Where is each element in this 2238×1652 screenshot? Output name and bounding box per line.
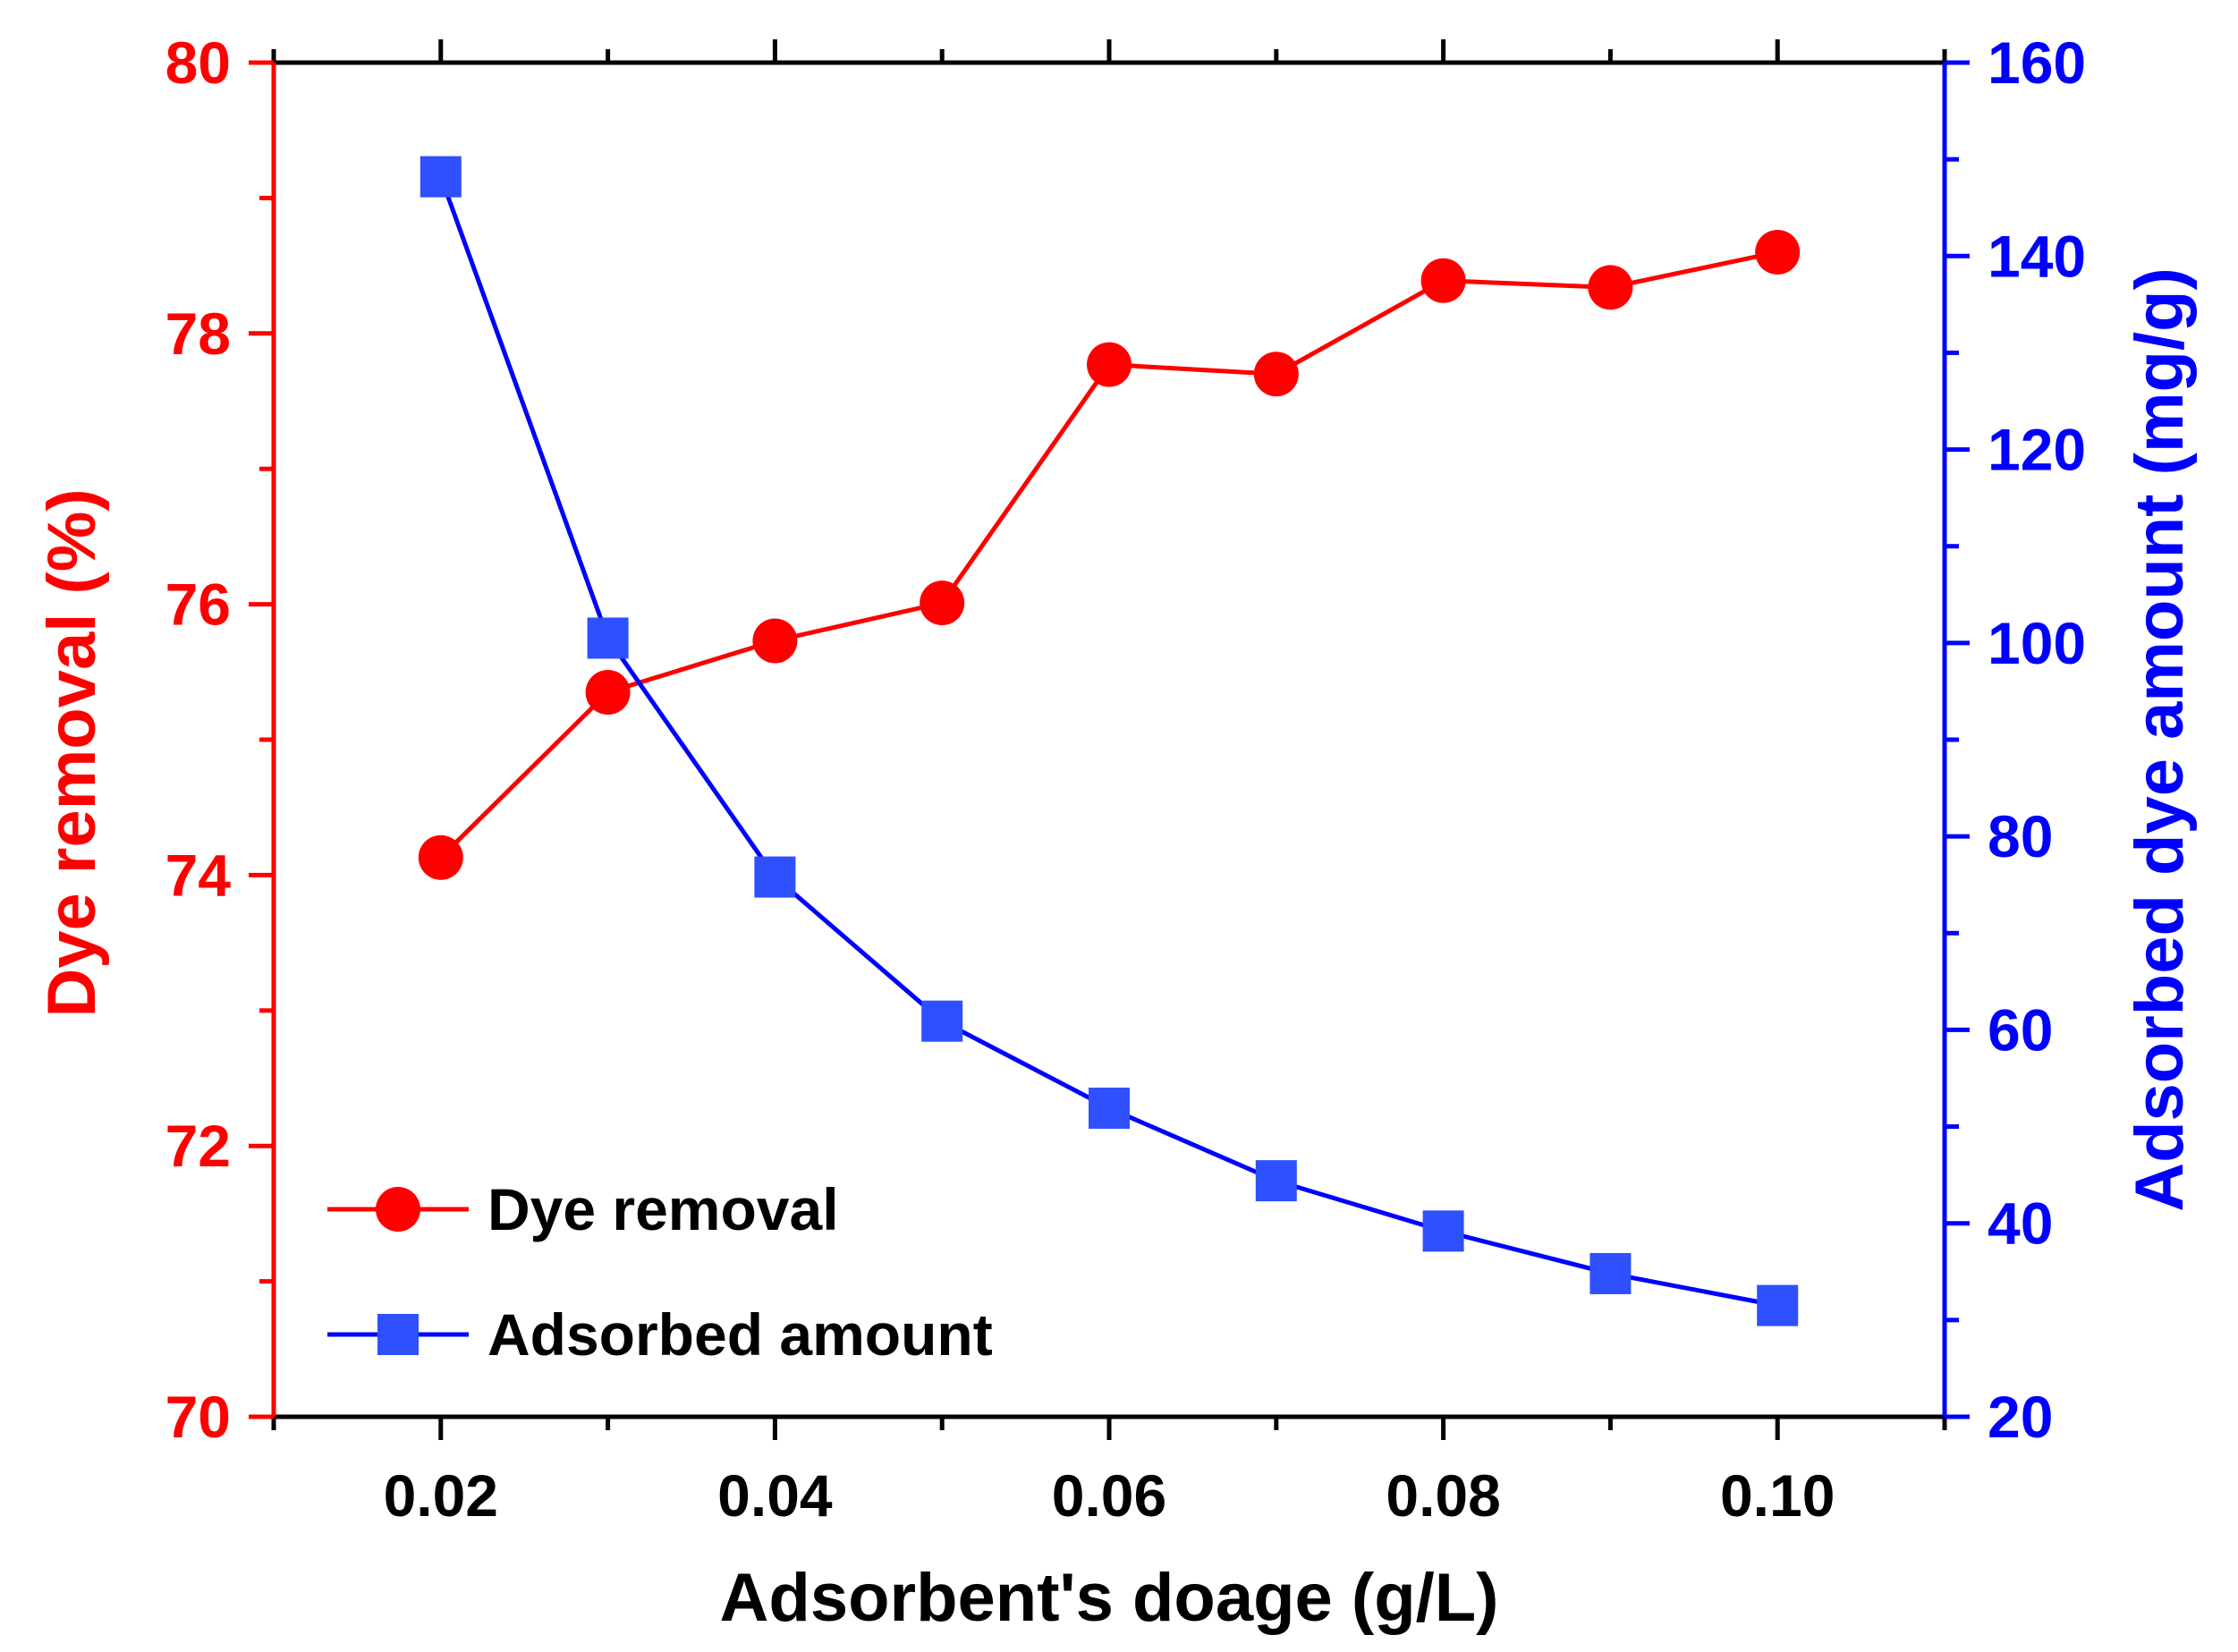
left-y-tick-label: 78	[165, 301, 231, 367]
right-y-tick-label: 60	[1988, 996, 2053, 1063]
x-tick-label: 0.06	[1052, 1462, 1166, 1529]
left-y-tick-label: 70	[165, 1384, 231, 1450]
right-y-tick-label: 100	[1988, 610, 2086, 676]
right-y-tick-label: 140	[1988, 223, 2086, 289]
adsorbed-amount-point	[754, 856, 796, 898]
x-axis-title: Adsorbent's doage (g/L)	[720, 1560, 1499, 1636]
dye-removal-point	[418, 834, 463, 880]
left-y-tick-label: 76	[165, 572, 231, 638]
right-y-axis-title: Adsorbed dye amount (mg/g)	[2122, 267, 2198, 1212]
x-tick-label: 0.02	[384, 1462, 498, 1529]
adsorbed-amount-point	[420, 156, 462, 198]
x-tick-label: 0.04	[717, 1462, 833, 1529]
dye-removal-point	[752, 618, 798, 664]
dye-removal-point	[1253, 352, 1299, 397]
legend-label: Adsorbed amount	[487, 1301, 993, 1368]
left-y-tick-label: 80	[165, 30, 231, 96]
left-y-axis-title: Dye removal (%)	[34, 488, 110, 1017]
legend-label: Dye removal	[487, 1176, 839, 1242]
adsorbed-amount-point	[1255, 1160, 1297, 1202]
dye-removal-point	[1087, 342, 1132, 387]
legend-square-marker	[377, 1314, 419, 1355]
right-y-tick-label: 20	[1988, 1384, 2053, 1450]
adsorbed-amount-point	[921, 1000, 963, 1042]
dye-removal-point	[1588, 265, 1633, 310]
dye-removal-point	[585, 670, 631, 716]
right-y-tick-label: 160	[1988, 30, 2086, 96]
adsorbed-amount-point	[1089, 1088, 1130, 1130]
x-tick-label: 0.08	[1386, 1462, 1500, 1529]
adsorbed-amount-point	[1422, 1210, 1464, 1252]
adsorbed-amount-point	[1757, 1284, 1799, 1326]
dye-removal-point	[1755, 229, 1801, 275]
adsorbed-amount-point	[587, 617, 629, 659]
dye-removal-point	[920, 580, 965, 626]
right-y-tick-label: 40	[1988, 1190, 2053, 1257]
legend-circle-marker	[376, 1187, 420, 1232]
dye-removal-point	[1420, 258, 1466, 303]
left-y-tick-label: 74	[165, 842, 232, 908]
right-y-tick-label: 80	[1988, 803, 2053, 869]
right-y-tick-label: 120	[1988, 417, 2086, 483]
x-tick-label: 0.10	[1720, 1462, 1835, 1529]
adsorbed-amount-point	[1589, 1252, 1632, 1294]
left-y-tick-label: 72	[165, 1113, 231, 1179]
